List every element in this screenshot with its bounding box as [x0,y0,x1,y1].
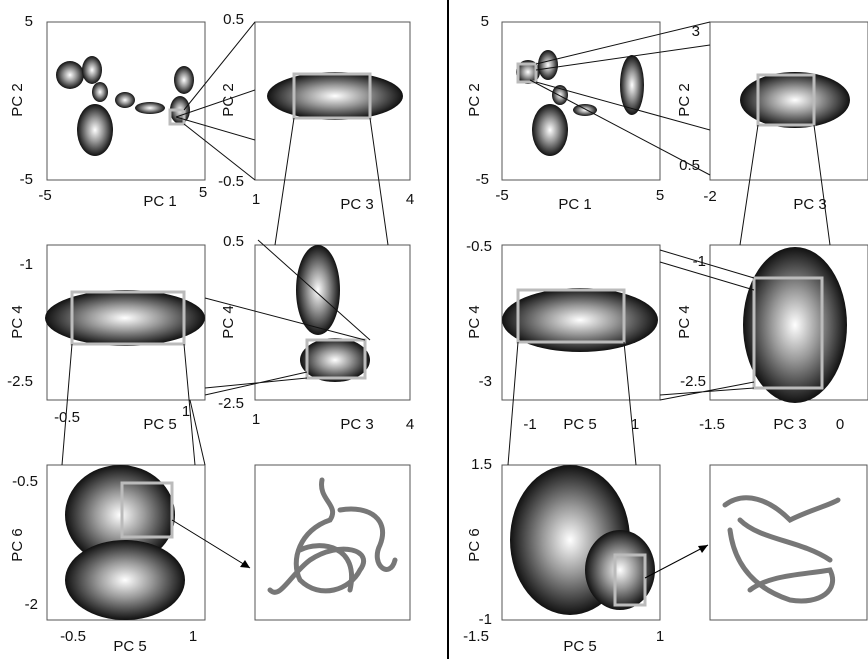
density-region [267,72,403,120]
x-tick-label: 1 [252,191,260,208]
density-region [296,245,340,335]
panel: PC 5PC 4-11-0.5-3 [466,238,660,433]
panel: PC 5 PC 6 -0.5 1 -0.5 -2 [9,465,205,655]
density-region [115,92,135,108]
x-tick-label: 1 [656,628,664,645]
arrowhead [240,560,250,568]
y-tick-label: -2 [25,596,38,613]
density-region [65,540,185,620]
y-tick-label: 5 [481,13,489,30]
x-tick-label: 4 [406,191,414,208]
y-axis-label: PC 4 [9,305,26,338]
x-tick-label: 0 [836,416,844,433]
y-tick-label: -2.5 [218,395,244,412]
y-tick-label: -2.5 [7,373,33,390]
x-axis-label: PC 3 [340,416,373,433]
density-region [743,247,847,403]
figure: PC 1 PC 2 -5 5 5 -5 PC 3 PC 2 1 4 0.5 -0.5 PC 5 PC 4 -… [0,0,868,659]
density-region [77,104,113,156]
y-axis-label: PC 4 [466,305,483,338]
x-tick-label: 1 [182,403,190,420]
density-region [573,104,597,116]
x-axis-label: PC 5 [143,416,176,433]
density-region [135,102,165,114]
density-region [300,338,370,382]
y-tick-label: 0.5 [223,11,244,28]
x-axis-label: PC 3 [340,196,373,213]
image-panel [255,465,410,620]
x-tick-label: -5 [38,187,51,204]
panel: PC 3PC 2-230.5 [676,22,868,213]
x-tick-label: -1 [523,416,536,433]
y-tick-label: 0.5 [679,157,700,174]
y-tick-label: -0.5 [466,238,492,255]
x-axis-label: PC 5 [563,416,596,433]
x-tick-label: -1.5 [699,416,725,433]
density-region [552,85,568,105]
y-tick-label: 1.5 [471,456,492,473]
x-tick-label: -5 [495,187,508,204]
density-region [174,66,194,94]
y-tick-label: -0.5 [12,473,38,490]
y-axis-label: PC 6 [466,528,483,561]
y-axis-label: PC 2 [676,83,693,116]
panel: PC 5 PC 4 -0.5 1 -1 -2.5 [7,245,205,433]
y-axis-label: PC 2 [466,83,483,116]
density-region [82,56,102,84]
y-tick-label: -5 [20,171,33,188]
x-axis-label: PC 1 [143,193,176,210]
y-tick-label: -3 [479,373,492,390]
x-axis-label: PC 3 [773,416,806,433]
y-axis-label: PC 4 [676,305,693,338]
x-axis-label: PC 1 [558,196,591,213]
y-tick-label: -0.5 [218,173,244,190]
panel: PC 3 PC 4 1 4 0.5 -2.5 [218,233,414,433]
density-region [538,50,558,80]
y-axis-label: PC 4 [220,305,237,338]
y-tick-label: -1 [20,256,33,273]
y-tick-label: 0.5 [223,233,244,250]
y-axis-label: PC 6 [9,528,26,561]
density-region [92,82,108,102]
density-region [45,290,205,346]
y-axis-label: PC 2 [9,83,26,116]
x-tick-label: -0.5 [60,628,86,645]
y-tick-label: -1 [479,611,492,628]
x-tick-label: 5 [199,184,207,201]
y-tick-label: -2.5 [680,373,706,390]
x-tick-label: -1.5 [463,628,489,645]
x-tick-label: 1 [189,628,197,645]
panel: PC 3 PC 2 1 4 0.5 -0.5 [218,11,414,213]
x-tick-label: -0.5 [54,409,80,426]
x-tick-label: 4 [406,416,414,433]
y-tick-label: 5 [25,13,33,30]
x-tick-label: -2 [703,188,716,205]
y-tick-label: -5 [476,171,489,188]
panel: PC 1 PC 2 -5 5 5 -5 [466,13,664,213]
density-region [532,104,568,156]
x-tick-label: 1 [252,411,260,428]
x-tick-label: 5 [656,187,664,204]
density-region [56,61,84,89]
y-axis-label: PC 2 [220,83,237,116]
x-axis-label: PC 5 [563,638,596,655]
x-axis-label: PC 5 [113,638,146,655]
x-axis-label: PC 3 [793,196,826,213]
